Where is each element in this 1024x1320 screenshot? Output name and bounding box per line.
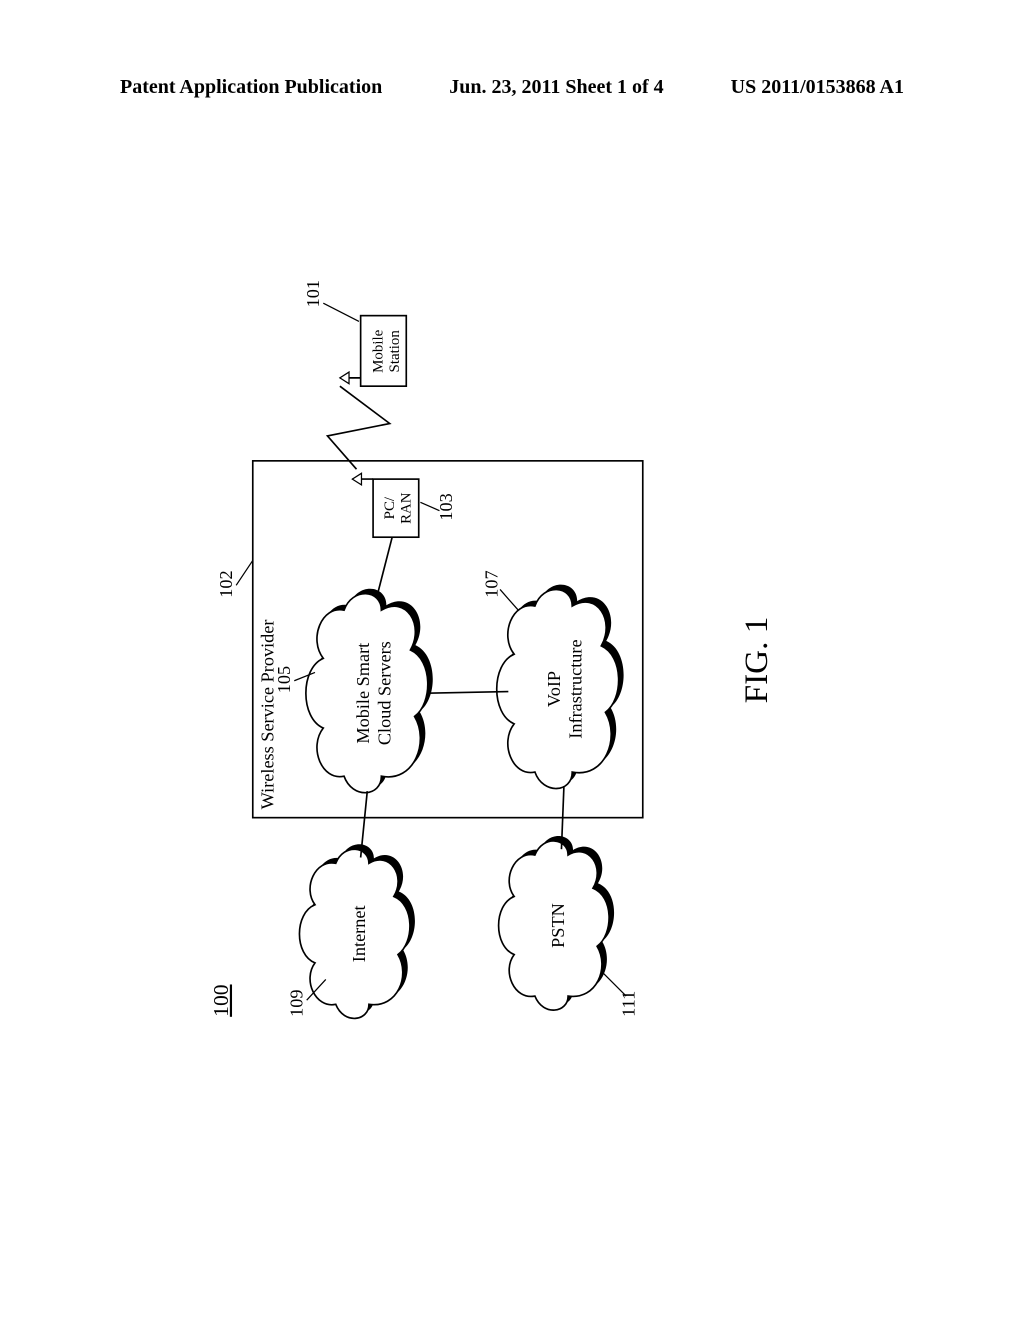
figure-stage: 100 Wireless Service Provider 102 Intern… xyxy=(40,270,980,1050)
cloud-pstn-label: PSTN xyxy=(548,903,568,948)
provider-box-label: Wireless Service Provider xyxy=(258,620,278,810)
cloud-internet-label: Internet xyxy=(349,905,369,962)
patent-header: Patent Application Publication Jun. 23, … xyxy=(0,76,1024,99)
cloud-servers-label2: Cloud Servers xyxy=(375,641,395,745)
pc-ran-label1: PC/ xyxy=(382,496,398,519)
leader-107 xyxy=(500,589,518,610)
ref-103: 103 xyxy=(436,493,456,520)
header-right: US 2011/0153868 A1 xyxy=(731,76,904,99)
header-center: Jun. 23, 2011 Sheet 1 of 4 xyxy=(449,76,663,99)
cloud-internet: Internet xyxy=(299,844,414,1018)
cloud-voip-label2: Infrastructure xyxy=(565,639,585,738)
leader-101 xyxy=(323,303,359,321)
mobile-station-label2: Station xyxy=(387,330,403,373)
wireless-zigzag xyxy=(327,386,389,469)
pc-ran-node: PC/ RAN xyxy=(352,473,418,537)
ref-111: 111 xyxy=(618,991,638,1017)
cloud-voip: VoIP Infrastructure xyxy=(497,585,624,789)
leader-111 xyxy=(601,971,626,996)
ref-101: 101 xyxy=(303,280,323,307)
header-left: Patent Application Publication xyxy=(120,76,382,99)
figure-number: 100 xyxy=(209,984,233,1016)
ref-102: 102 xyxy=(216,570,236,597)
leader-102 xyxy=(236,560,253,585)
ref-105: 105 xyxy=(274,666,294,693)
mobile-station-node: Mobile Station xyxy=(340,316,406,387)
link-servers-pcran xyxy=(377,537,392,595)
mobile-station-label1: Mobile xyxy=(370,329,386,372)
cloud-voip-label1: VoIP xyxy=(544,671,564,707)
cloud-pstn: PSTN xyxy=(499,836,614,1010)
figure-label: FIG. 1 xyxy=(738,617,775,704)
cloud-servers: Mobile Smart Cloud Servers xyxy=(306,589,433,793)
page: Patent Application Publication Jun. 23, … xyxy=(0,0,1024,1320)
ref-109: 109 xyxy=(287,989,307,1016)
cloud-servers-label1: Mobile Smart xyxy=(353,643,373,744)
pc-ran-label2: RAN xyxy=(399,492,415,524)
diagram-svg: 100 Wireless Service Provider 102 Intern… xyxy=(40,270,980,1050)
ref-107: 107 xyxy=(482,570,502,597)
